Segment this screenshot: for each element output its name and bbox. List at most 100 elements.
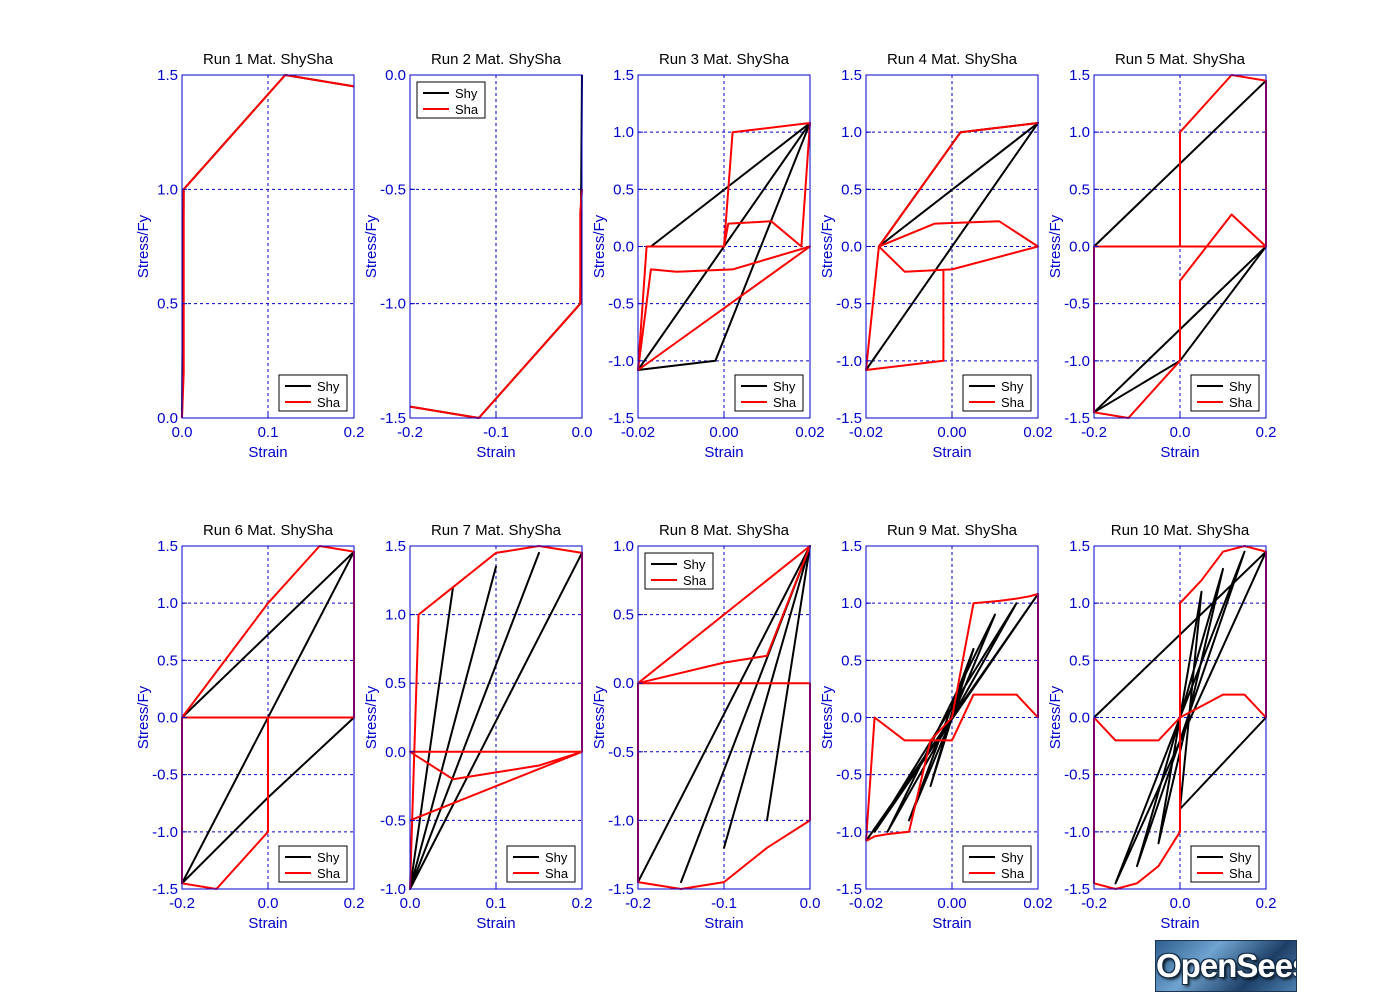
y-axis-label: Stress/Fy xyxy=(819,214,836,278)
y-axis-label: Stress/Fy xyxy=(591,214,608,278)
legend-label-shy: Shy xyxy=(317,379,340,394)
y-tick-label: 0.0 xyxy=(385,744,406,761)
x-tick-label: 0.1 xyxy=(486,895,507,912)
y-tick-label: 1.0 xyxy=(613,124,634,141)
subplot-title: Run 9 Mat. ShySha xyxy=(887,522,1018,539)
subplot-title: Run 10 Mat. ShySha xyxy=(1111,522,1250,539)
x-axis-label: Strain xyxy=(1160,915,1199,932)
x-axis-label: Strain xyxy=(1160,444,1199,461)
series-shy-line xyxy=(409,74,583,419)
legend-box xyxy=(644,552,714,590)
y-axis-label: Stress/Fy xyxy=(135,214,152,278)
series-sha-line xyxy=(1093,545,1267,890)
legend-label-shy: Shy xyxy=(1229,379,1252,394)
legend-label-shy: Shy xyxy=(545,850,568,865)
series-sha-line xyxy=(409,545,583,890)
legend: ShySha xyxy=(962,845,1032,883)
x-tick-label: 0.0 xyxy=(572,424,593,441)
subplot-4: -0.02 0.00 0.02 -1.5 -1.0 -0.5 0.0 0.5 1.0 1.5 Run… xyxy=(819,51,1053,461)
x-axis-label: Strain xyxy=(704,444,743,461)
legend-label-shy: Shy xyxy=(455,86,478,101)
subplot-7: 0.0 0.1 0.2 -1.0 -0.5 0.0 0.5 1.0 1.5 Run 7 Mat. … xyxy=(363,522,592,932)
x-axis-label: Strain xyxy=(476,915,515,932)
subplot-10: -0.2 0.0 0.2 -1.5 -1.0 -0.5 0.0 0.5 1.0 1.5 Run 10… xyxy=(1047,522,1276,932)
y-tick-label: -0.5 xyxy=(836,767,862,784)
series-sha-line xyxy=(181,74,355,419)
x-axis-label: Strain xyxy=(932,915,971,932)
y-tick-label: 0.5 xyxy=(1069,652,1090,669)
x-tick-label: 0.2 xyxy=(1256,424,1277,441)
subplot-5: -0.2 0.0 0.2 -1.5 -1.0 -0.5 0.0 0.5 1.0 1.5 Run 5 … xyxy=(1047,51,1276,461)
y-tick-label: -1.0 xyxy=(836,353,862,370)
x-tick-label: 0.02 xyxy=(1023,424,1052,441)
x-axis-label: Strain xyxy=(476,444,515,461)
x-tick-label: -0.2 xyxy=(625,895,651,912)
x-tick-label: 0.0 xyxy=(800,895,821,912)
y-tick-label: 0.0 xyxy=(157,410,178,427)
y-tick-label: -1.5 xyxy=(1064,881,1090,898)
y-tick-label: -1.0 xyxy=(380,296,406,313)
y-tick-label: 0.0 xyxy=(1069,239,1090,256)
x-tick-label: 0.0 xyxy=(1170,895,1191,912)
legend: ShySha xyxy=(278,374,348,412)
y-tick-label: -0.5 xyxy=(152,767,178,784)
y-tick-label: -1.5 xyxy=(152,881,178,898)
legend-label-sha: Sha xyxy=(545,866,569,881)
y-tick-label: -1.0 xyxy=(608,353,634,370)
y-tick-label: -1.5 xyxy=(380,410,406,427)
y-tick-label: 1.0 xyxy=(157,595,178,612)
legend-label-sha: Sha xyxy=(683,573,707,588)
y-axis-label: Stress/Fy xyxy=(363,685,380,749)
y-tick-label: 1.5 xyxy=(1069,67,1090,84)
y-tick-label: 0.5 xyxy=(157,296,178,313)
y-axis-label: Stress/Fy xyxy=(819,685,836,749)
subplot-3: -0.02 0.00 0.02 -1.5 -1.0 -0.5 0.0 0.5 1.0 1.5 Run… xyxy=(591,51,825,461)
y-tick-label: 1.5 xyxy=(841,538,862,555)
x-tick-label: 0.2 xyxy=(344,424,365,441)
legend-label-sha: Sha xyxy=(1001,395,1025,410)
legend-label-shy: Shy xyxy=(1001,850,1024,865)
y-tick-label: -1.5 xyxy=(1064,410,1090,427)
y-tick-label: 1.5 xyxy=(1069,538,1090,555)
y-axis-label: Stress/Fy xyxy=(135,685,152,749)
y-tick-label: 1.0 xyxy=(841,595,862,612)
x-tick-label: -0.1 xyxy=(711,895,737,912)
y-tick-label: -1.0 xyxy=(380,881,406,898)
plot-frame xyxy=(409,74,583,419)
x-tick-label: -0.2 xyxy=(1081,895,1107,912)
legend: ShySha xyxy=(644,552,714,590)
x-tick-label: 0.0 xyxy=(172,424,193,441)
x-tick-label: -0.1 xyxy=(483,424,509,441)
subplot-1: 0.0 0.1 0.2 0.0 0.5 1.0 1.5 Run 1 Mat. ShySha St… xyxy=(135,51,364,461)
series-shy-line xyxy=(409,551,583,890)
y-tick-label: 0.5 xyxy=(613,607,634,624)
legend-label-sha: Sha xyxy=(1229,866,1253,881)
series-shy-line xyxy=(637,122,811,371)
x-tick-label: 0.2 xyxy=(1256,895,1277,912)
subplot-title: Run 3 Mat. ShySha xyxy=(659,51,790,68)
y-tick-label: -0.5 xyxy=(1064,296,1090,313)
x-tick-label: 0.0 xyxy=(1170,424,1191,441)
subplot-8: -0.2 -0.1 0.0 -1.5 -1.0 -0.5 0.0 0.5 1.0 Run 8 Ma… xyxy=(591,522,820,932)
y-tick-label: 1.5 xyxy=(841,67,862,84)
x-axis-label: Strain xyxy=(704,915,743,932)
y-axis-label: Stress/Fy xyxy=(1047,214,1064,278)
subplot-title: Run 4 Mat. ShySha xyxy=(887,51,1018,68)
y-tick-label: 1.0 xyxy=(385,607,406,624)
legend: ShySha xyxy=(734,374,804,412)
legend-label-sha: Sha xyxy=(1001,866,1025,881)
subplot-title: Run 2 Mat. ShySha xyxy=(431,51,562,68)
legend-label-sha: Sha xyxy=(1229,395,1253,410)
x-axis-label: Strain xyxy=(248,444,287,461)
legend-label-shy: Shy xyxy=(1229,850,1252,865)
y-tick-label: -1.0 xyxy=(152,824,178,841)
y-tick-label: 0.5 xyxy=(385,675,406,692)
legend-box xyxy=(506,845,576,883)
y-tick-label: 1.5 xyxy=(157,67,178,84)
x-tick-label: -0.02 xyxy=(621,424,655,441)
y-tick-label: 0.0 xyxy=(613,675,634,692)
x-tick-label: 0.0 xyxy=(258,895,279,912)
subplot-title: Run 5 Mat. ShySha xyxy=(1115,51,1246,68)
y-tick-label: 1.0 xyxy=(841,124,862,141)
y-tick-label: 0.0 xyxy=(613,239,634,256)
